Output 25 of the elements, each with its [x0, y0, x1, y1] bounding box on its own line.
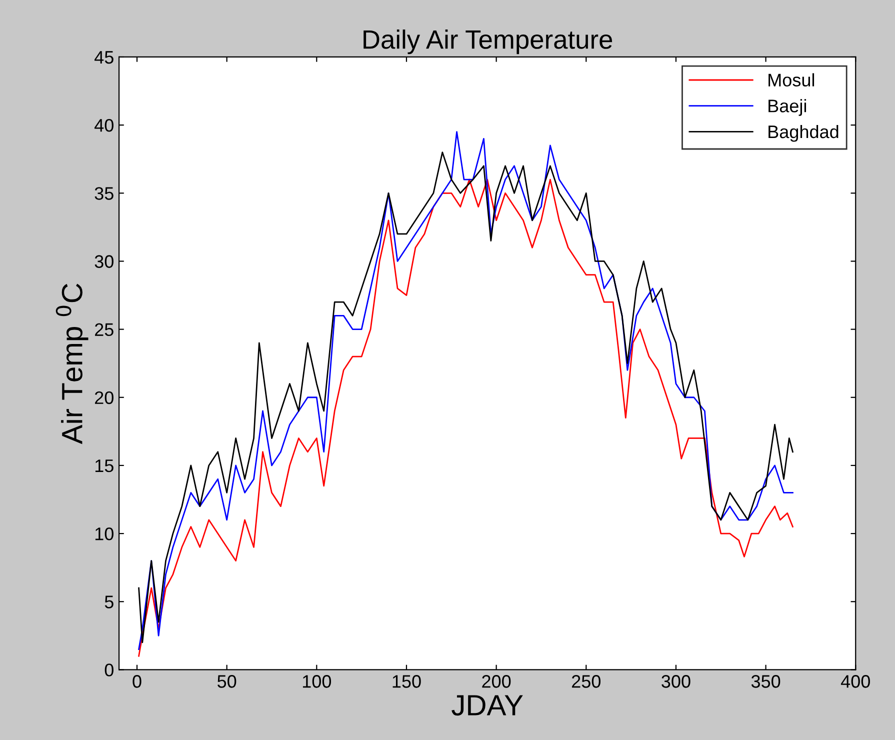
y-axis-title: Air Temp $^{0}$C: [56, 284, 88, 444]
y-tick-label: 0: [104, 664, 114, 676]
y-tick-label: 20: [95, 391, 114, 404]
x-tick-label: 0: [132, 675, 142, 688]
chart-title: Daily Air Temperature: [364, 30, 612, 54]
x-tick-label: 400: [840, 675, 870, 688]
legend-label: Mosul: [768, 73, 814, 86]
y-tick-label: 25: [95, 323, 114, 336]
legend-label: Baeji: [768, 99, 806, 116]
x-tick-label: 250: [572, 675, 600, 688]
y-tick-label: 30: [94, 255, 114, 268]
legend-label: Baghdad: [768, 124, 838, 142]
x-tick-label: 50: [218, 675, 236, 688]
y-tick-label: 15: [95, 460, 114, 472]
x-tick-label: 350: [751, 675, 780, 688]
x-tick-label: 100: [302, 675, 332, 688]
x-tick-label: 150: [392, 675, 421, 688]
y-tick-label: 40: [94, 118, 114, 132]
x-axis-title: JDAY: [452, 695, 523, 716]
y-tick-label: 35: [94, 187, 114, 200]
x-tick-label: 300: [662, 675, 690, 688]
x-tick-label: 200: [482, 675, 511, 688]
y-tick-label: 10: [95, 527, 114, 540]
y-tick-label: 45: [94, 51, 114, 64]
y-tick-label: 5: [104, 596, 114, 608]
